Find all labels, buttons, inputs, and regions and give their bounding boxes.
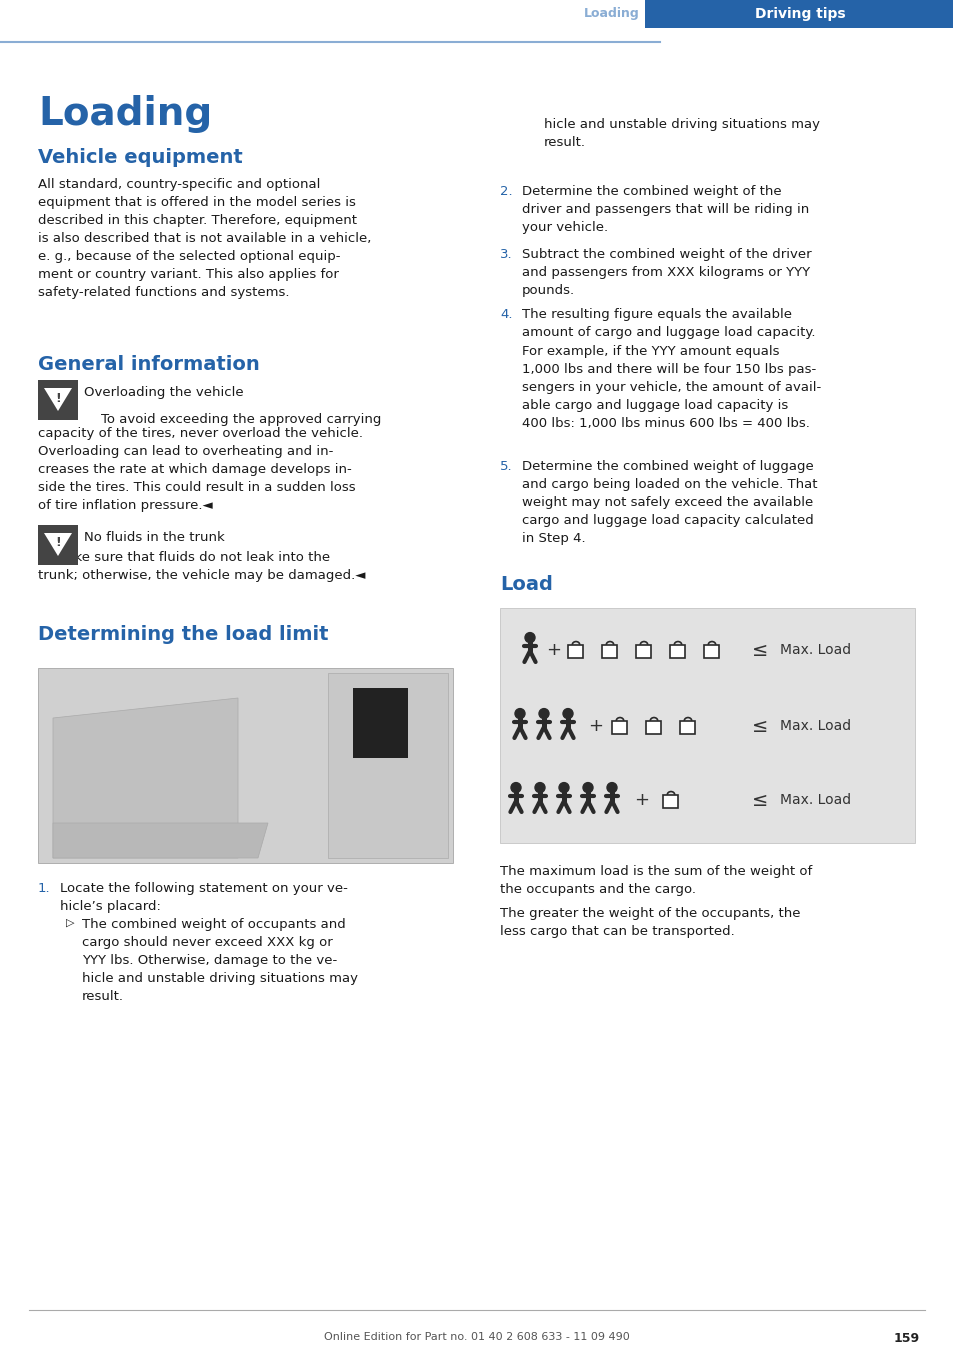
Circle shape — [511, 783, 520, 792]
Text: 3.: 3. — [499, 248, 512, 261]
Circle shape — [582, 783, 593, 792]
Circle shape — [558, 783, 568, 792]
Text: 1.: 1. — [38, 881, 51, 895]
Circle shape — [535, 783, 544, 792]
Text: ≤: ≤ — [751, 716, 767, 735]
Polygon shape — [328, 673, 448, 858]
Text: 5.: 5. — [499, 460, 512, 473]
Text: capacity of the tires, never overload the vehicle.
Overloading can lead to overh: capacity of the tires, never overload th… — [38, 427, 363, 512]
Text: Determining the load limit: Determining the load limit — [38, 626, 328, 645]
Text: +: + — [588, 718, 603, 735]
FancyBboxPatch shape — [568, 645, 583, 658]
FancyBboxPatch shape — [353, 688, 408, 758]
Text: !: ! — [55, 536, 61, 550]
Text: Online Edition for Part no. 01 40 2 608 633 - 11 09 490: Online Edition for Part no. 01 40 2 608 … — [324, 1332, 629, 1342]
FancyBboxPatch shape — [662, 795, 678, 808]
FancyBboxPatch shape — [499, 608, 914, 844]
Text: No fluids in the trunk: No fluids in the trunk — [84, 531, 225, 544]
Polygon shape — [44, 533, 71, 556]
Text: The greater the weight of the occupants, the
less cargo that can be transported.: The greater the weight of the occupants,… — [499, 907, 800, 938]
FancyBboxPatch shape — [670, 645, 685, 658]
Text: Subtract the combined weight of the driver
and passengers from XXX kilograms or : Subtract the combined weight of the driv… — [521, 248, 811, 297]
FancyBboxPatch shape — [636, 645, 651, 658]
Text: Max. Load: Max. Load — [780, 643, 850, 657]
FancyBboxPatch shape — [602, 645, 617, 658]
Text: ≤: ≤ — [751, 791, 767, 810]
Text: +: + — [546, 640, 561, 659]
FancyBboxPatch shape — [679, 720, 695, 734]
Text: Locate the following statement on your ve-
hicle’s placard:: Locate the following statement on your v… — [60, 881, 348, 913]
FancyBboxPatch shape — [38, 380, 78, 420]
FancyBboxPatch shape — [612, 720, 627, 734]
Text: Determine the combined weight of the
driver and passengers that will be riding i: Determine the combined weight of the dri… — [521, 185, 808, 234]
Text: Driving tips: Driving tips — [754, 7, 844, 22]
Polygon shape — [44, 389, 71, 412]
FancyBboxPatch shape — [646, 720, 660, 734]
Polygon shape — [53, 823, 268, 858]
Text: The maximum load is the sum of the weight of
the occupants and the cargo.: The maximum load is the sum of the weigh… — [499, 865, 811, 896]
Text: 4.: 4. — [499, 307, 512, 321]
Text: ≤: ≤ — [751, 640, 767, 659]
FancyBboxPatch shape — [703, 645, 719, 658]
Circle shape — [515, 708, 524, 719]
Text: For example, if the YYY amount equals
1,000 lbs and there will be four 150 lbs p: For example, if the YYY amount equals 1,… — [521, 345, 821, 431]
Text: The combined weight of occupants and
cargo should never exceed XXX kg or
YYY lbs: The combined weight of occupants and car… — [82, 918, 357, 1003]
Circle shape — [562, 708, 573, 719]
Polygon shape — [53, 699, 237, 858]
FancyBboxPatch shape — [38, 525, 78, 565]
Text: All standard, country-specific and optional
equipment that is offered in the mod: All standard, country-specific and optio… — [38, 177, 371, 299]
Text: Vehicle equipment: Vehicle equipment — [38, 148, 242, 167]
Text: !: ! — [55, 391, 61, 405]
FancyBboxPatch shape — [38, 668, 453, 862]
Text: Max. Load: Max. Load — [780, 793, 850, 807]
Circle shape — [538, 708, 548, 719]
Text: ▷: ▷ — [66, 918, 74, 927]
Text: Loading: Loading — [583, 8, 639, 20]
Text: The resulting figure equals the available
amount of cargo and luggage load capac: The resulting figure equals the availabl… — [521, 307, 815, 338]
Text: To avoid exceeding the approved carrying: To avoid exceeding the approved carrying — [84, 413, 381, 427]
Circle shape — [606, 783, 617, 792]
Text: General information: General information — [38, 355, 259, 374]
Text: Loading: Loading — [38, 95, 212, 133]
Text: Load: Load — [499, 575, 553, 594]
Text: Make sure that fluids do not leak into the
trunk; otherwise, the vehicle may be : Make sure that fluids do not leak into t… — [38, 551, 365, 582]
Text: +: + — [634, 791, 649, 808]
Text: Max. Load: Max. Load — [780, 719, 850, 733]
Circle shape — [524, 632, 535, 643]
Text: Determine the combined weight of luggage
and cargo being loaded on the vehicle. : Determine the combined weight of luggage… — [521, 460, 817, 546]
FancyBboxPatch shape — [644, 0, 953, 28]
Text: hicle and unstable driving situations may
result.: hicle and unstable driving situations ma… — [543, 118, 820, 149]
Text: Overloading the vehicle: Overloading the vehicle — [84, 386, 243, 399]
Text: 159: 159 — [893, 1332, 919, 1345]
Text: 2.: 2. — [499, 185, 512, 198]
